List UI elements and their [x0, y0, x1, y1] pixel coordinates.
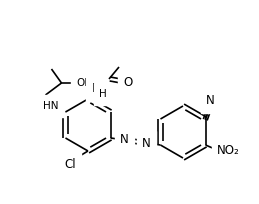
Text: N: N [92, 82, 100, 95]
Text: HN: HN [43, 101, 58, 111]
Text: NO₂: NO₂ [217, 143, 240, 156]
Text: Cl: Cl [64, 159, 76, 172]
Text: O: O [123, 75, 133, 89]
Text: N: N [120, 133, 129, 146]
Text: N: N [206, 94, 215, 108]
Text: OH: OH [76, 78, 92, 88]
Text: H: H [99, 89, 107, 99]
Text: N: N [142, 136, 151, 150]
